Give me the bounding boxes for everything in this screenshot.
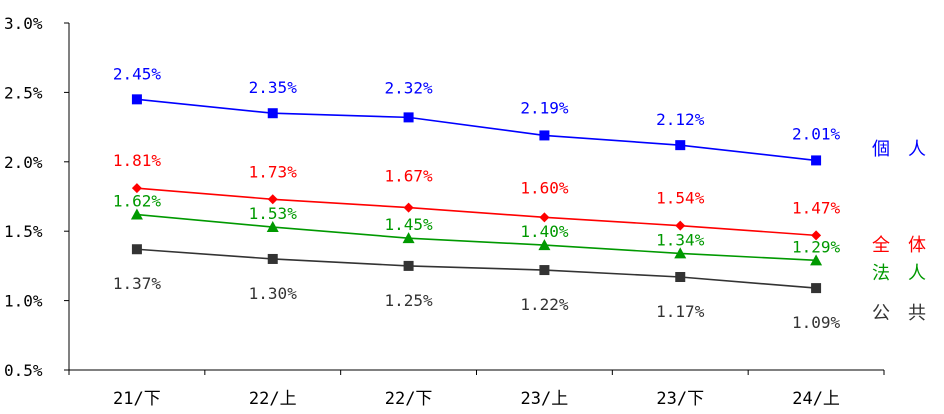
y-tick-label: 1.0% — [4, 292, 43, 311]
data-point — [266, 221, 279, 233]
data-point — [675, 220, 686, 231]
data-label: 1.73% — [249, 162, 298, 181]
data-point — [539, 265, 550, 276]
legend-entry: 公 共 — [872, 303, 926, 324]
legend-entry: 全 体 — [872, 235, 926, 256]
data-label: 1.40% — [520, 222, 569, 241]
data-label: 1.67% — [384, 167, 433, 186]
y-tick-label: 3.0% — [4, 14, 43, 33]
data-label: 1.37% — [113, 274, 162, 293]
legend-entry: 個 人 — [872, 139, 926, 160]
data-point — [811, 283, 822, 294]
axes-group: 0.5% 1.0% 1.5% 2.0% 2.5% 3.0% 21/下 22/上 22/下 23/上… — [4, 14, 885, 409]
x-tick-label: 23/下 — [656, 389, 704, 409]
data-label: 1.29% — [792, 237, 841, 256]
y-tick-label: 2.5% — [4, 83, 43, 102]
data-label: 1.30% — [249, 284, 298, 303]
data-point — [810, 254, 823, 266]
data-label: 1.60% — [520, 178, 569, 197]
data-point — [131, 94, 142, 105]
series-line-3 — [136, 248, 817, 289]
data-point — [674, 247, 687, 259]
data-label: 2.01% — [792, 124, 841, 143]
data-point — [403, 202, 414, 213]
data-point — [267, 108, 278, 119]
data-label: 1.45% — [384, 215, 433, 234]
data-label: 1.81% — [113, 151, 162, 170]
data-label: 1.47% — [792, 198, 841, 217]
series-line-2 — [136, 213, 817, 262]
data-point — [811, 155, 822, 166]
y-tick-label: 0.5% — [4, 361, 43, 380]
data-label: 2.35% — [249, 78, 298, 97]
data-label: 1.34% — [656, 230, 705, 249]
data-point — [539, 130, 550, 141]
data-point — [267, 194, 278, 205]
data-label: 2.45% — [113, 64, 162, 83]
data-point — [538, 239, 551, 251]
y-tick-label: 1.5% — [4, 222, 43, 241]
x-tick-label: 22/上 — [249, 389, 297, 409]
data-point — [130, 208, 143, 220]
data-label: 1.17% — [656, 302, 705, 321]
data-label: 1.53% — [249, 204, 298, 223]
x-tick-label: 23/上 — [521, 389, 569, 409]
data-point — [403, 260, 414, 271]
data-point — [539, 212, 550, 223]
series-lines-group — [136, 98, 817, 289]
data-labels-group: 2.45% 2.35% 2.32% 2.19% 2.12% 2.01% 1.81% 1.73%… — [113, 64, 841, 332]
series-line-0 — [136, 98, 817, 162]
data-point — [131, 244, 142, 255]
data-point — [402, 232, 415, 244]
x-tick-label: 24/上 — [792, 389, 840, 409]
data-label: 1.25% — [384, 291, 433, 310]
data-point — [811, 230, 822, 241]
legend-group: 個 人全 体法 人公 共 — [872, 139, 926, 324]
data-point — [403, 112, 414, 123]
series-markers-group — [130, 94, 823, 294]
series-line-1 — [136, 187, 817, 237]
data-label: 2.19% — [520, 98, 569, 117]
data-label: 1.22% — [520, 295, 569, 314]
x-tick-label: 21/下 — [113, 389, 161, 409]
y-tick-label: 2.0% — [4, 153, 43, 172]
data-point — [675, 272, 686, 283]
data-label: 1.54% — [656, 189, 705, 208]
legend-entry: 法 人 — [872, 263, 926, 284]
data-label: 1.62% — [113, 192, 162, 211]
data-label: 1.09% — [792, 313, 841, 332]
data-point — [675, 140, 686, 151]
x-tick-label: 22/下 — [385, 389, 433, 409]
data-label: 2.32% — [384, 78, 433, 97]
data-point — [267, 253, 278, 264]
data-label: 2.12% — [656, 110, 705, 129]
data-point — [131, 183, 142, 194]
